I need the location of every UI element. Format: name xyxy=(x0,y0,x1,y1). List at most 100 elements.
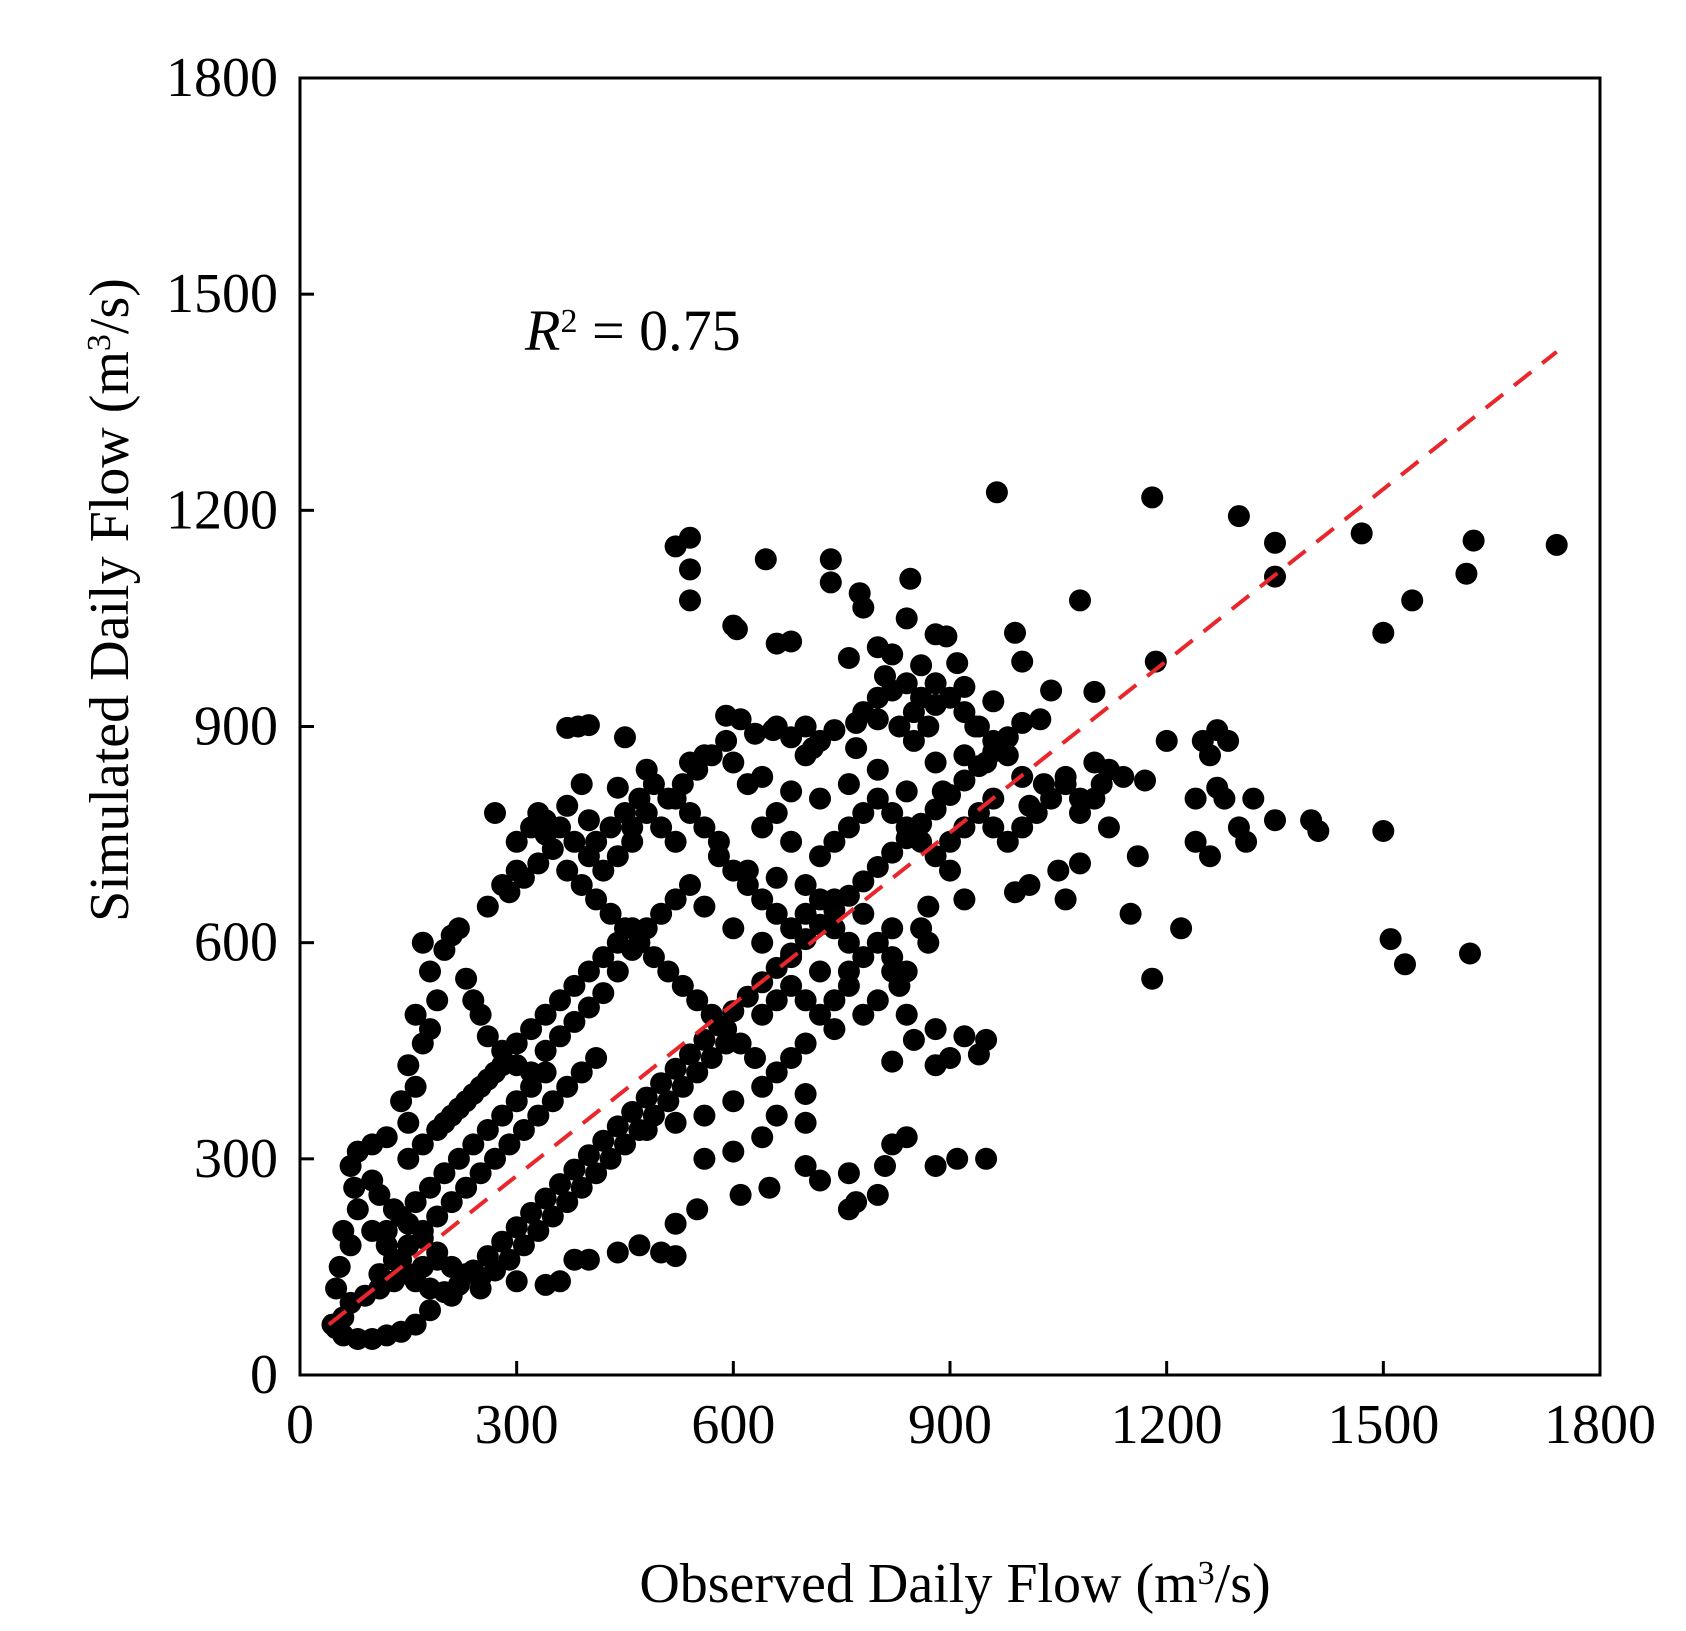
data-point xyxy=(1029,708,1052,731)
data-point xyxy=(390,1248,413,1271)
data-point xyxy=(1242,787,1265,810)
data-point xyxy=(1011,650,1034,673)
data-point xyxy=(455,967,478,990)
data-point xyxy=(809,845,831,868)
data-point xyxy=(707,1014,730,1037)
data-point xyxy=(657,787,680,810)
data-point xyxy=(1134,769,1156,792)
data-point xyxy=(440,1104,463,1127)
data-point xyxy=(419,1018,441,1041)
data-point xyxy=(751,1003,774,1026)
data-point xyxy=(1350,522,1373,545)
data-point xyxy=(819,548,842,571)
data-point xyxy=(592,946,615,969)
data-point xyxy=(585,888,608,911)
data-point xyxy=(642,773,665,796)
data-point xyxy=(563,1248,586,1271)
data-point xyxy=(852,1003,875,1026)
data-point xyxy=(599,816,622,839)
data-point xyxy=(447,1147,470,1170)
data-point xyxy=(520,816,543,839)
data-point xyxy=(794,874,817,896)
data-point xyxy=(462,1259,485,1282)
data-point xyxy=(469,1075,492,1098)
data-point xyxy=(512,1119,535,1141)
data-point xyxy=(939,859,961,882)
data-point xyxy=(809,787,831,810)
data-point xyxy=(679,526,701,549)
data-point xyxy=(953,1025,976,1048)
data-point xyxy=(606,776,629,799)
data-point xyxy=(700,1047,723,1069)
x-tick-label: 1800 xyxy=(1544,1394,1656,1456)
data-point xyxy=(549,1173,571,1196)
data-point xyxy=(780,1047,803,1069)
data-point xyxy=(592,859,615,882)
y-tick-label: 1500 xyxy=(166,263,278,325)
data-point xyxy=(837,1198,860,1221)
data-point xyxy=(794,715,817,738)
data-point xyxy=(823,1018,846,1041)
data-point xyxy=(1379,928,1402,951)
data-point xyxy=(679,874,701,896)
data-point xyxy=(332,1219,355,1242)
data-point xyxy=(902,1028,925,1051)
data-point xyxy=(722,1090,745,1113)
data-point xyxy=(621,917,644,940)
data-point xyxy=(700,744,723,767)
data-point xyxy=(902,729,925,752)
x-axis-title: Observed Daily Flow (m3/s) xyxy=(639,1553,1270,1615)
y-tick-label: 1800 xyxy=(166,47,278,109)
data-point xyxy=(606,960,629,983)
data-point xyxy=(570,874,593,896)
data-point xyxy=(664,1245,687,1268)
data-point xyxy=(751,931,774,954)
data-point xyxy=(671,773,694,796)
data-point xyxy=(809,888,831,911)
data-point xyxy=(823,989,846,1012)
data-point xyxy=(765,866,788,889)
x-tick-label: 1500 xyxy=(1327,1394,1439,1456)
data-point xyxy=(881,841,904,864)
data-point xyxy=(729,1183,752,1206)
data-point xyxy=(910,686,933,709)
data-point xyxy=(910,654,933,677)
x-axis-title-suffix: /s) xyxy=(1215,1553,1271,1615)
data-point xyxy=(556,1191,579,1214)
x-tick-label: 900 xyxy=(908,1394,992,1456)
data-point xyxy=(881,679,904,702)
data-point xyxy=(404,1075,427,1098)
data-point xyxy=(361,1219,384,1242)
data-point xyxy=(1141,486,1164,509)
data-point xyxy=(397,1111,420,1134)
data-point xyxy=(614,1133,636,1156)
data-point xyxy=(469,1162,492,1185)
data-point xyxy=(1040,787,1063,810)
data-point xyxy=(881,802,904,824)
data-point xyxy=(520,1018,543,1041)
data-point xyxy=(592,982,615,1005)
data-point xyxy=(671,1075,694,1098)
data-point xyxy=(614,726,636,749)
data-point xyxy=(440,1191,463,1214)
data-point xyxy=(819,571,842,594)
data-point xyxy=(780,830,803,853)
x-tick-label: 1200 xyxy=(1111,1394,1223,1456)
data-point xyxy=(476,1025,499,1048)
data-point xyxy=(866,931,889,954)
data-point xyxy=(852,802,875,824)
data-point xyxy=(505,1090,528,1113)
data-point xyxy=(809,1169,831,1192)
data-point xyxy=(715,729,738,752)
data-point xyxy=(426,1119,449,1141)
data-point xyxy=(375,1126,398,1149)
data-point xyxy=(1097,816,1120,839)
data-point xyxy=(686,1061,709,1084)
data-point xyxy=(621,1101,644,1123)
data-point xyxy=(447,1273,470,1296)
data-point xyxy=(534,1003,557,1026)
data-point xyxy=(1083,787,1106,810)
data-point xyxy=(725,618,748,641)
data-point xyxy=(1155,729,1178,752)
data-point xyxy=(953,888,976,911)
